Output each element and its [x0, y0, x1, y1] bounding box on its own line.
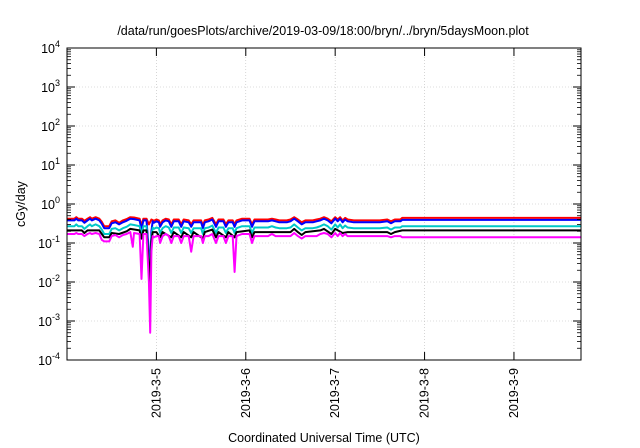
y-tick-label: 102 — [41, 117, 60, 134]
x-tick-label: 2019-3-8 — [418, 368, 432, 418]
axis-ticks — [67, 47, 581, 361]
y-tick-label: 10-1 — [38, 234, 60, 251]
x-tick-label: 2019-3-7 — [328, 368, 342, 418]
y-axis-label: cGy/day — [14, 180, 28, 227]
y-tick-label: 101 — [41, 156, 60, 173]
plot-frame — [66, 47, 582, 361]
y-axis-tick-labels: 10-4 10-3 10-2 10-1 100 101 102 103 104 — [38, 39, 60, 368]
x-axis-label: Coordinated Universal Time (UTC) — [228, 431, 420, 445]
series-line-4 — [67, 227, 581, 287]
y-tick-label: 104 — [41, 39, 60, 56]
y-tick-label: 10-2 — [38, 273, 60, 290]
series-group — [67, 216, 581, 334]
y-tick-label: 10-4 — [38, 351, 60, 368]
series-line-2 — [67, 217, 581, 272]
series-line-5 — [67, 231, 581, 334]
chart-title: /data/run/goesPlots/archive/2019-03-09/1… — [117, 24, 529, 38]
grid — [67, 48, 581, 360]
x-axis-tick-labels: 2019-3-5 2019-3-6 2019-3-7 2019-3-8 2019-3-9 — [149, 368, 521, 418]
y-tick-label: 100 — [41, 195, 60, 212]
y-tick-label: 103 — [41, 78, 60, 95]
y-tick-label: 10-3 — [38, 312, 60, 329]
series-line-3 — [67, 223, 581, 280]
x-tick-label: 2019-3-6 — [239, 368, 253, 418]
x-tick-label: 2019-3-5 — [149, 368, 163, 418]
x-tick-label: 2019-3-9 — [507, 368, 521, 418]
